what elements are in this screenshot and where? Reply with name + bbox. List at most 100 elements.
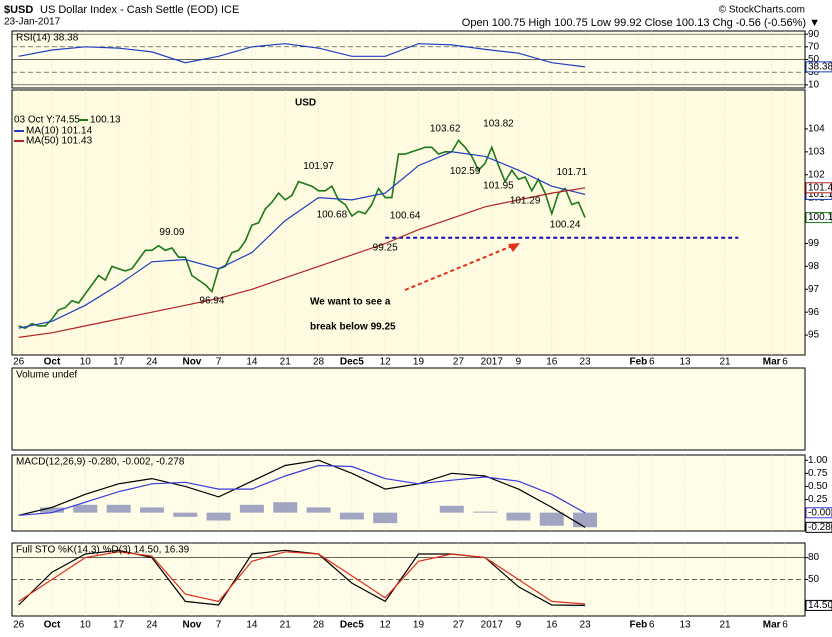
value-tag-label: 14.50 [808, 600, 832, 611]
x-tick-label: 21 [719, 357, 731, 368]
histogram-bar [39, 507, 64, 513]
x-tick-label: 13 [679, 620, 691, 631]
y-tick-label: 99 [808, 238, 820, 249]
panel [11, 454, 806, 532]
y-tick-label: 50 [808, 574, 820, 585]
value-tag [805, 521, 832, 533]
x-tick-label: 9 [516, 620, 522, 631]
panel-label: RSI(14) 38.38 [16, 33, 79, 44]
histogram-bar [306, 507, 331, 513]
x-tick-label: 14 [246, 620, 258, 631]
x-tick-label: 2017 [481, 620, 504, 631]
value-tag-label: -0.002 [808, 507, 832, 518]
price-label: 100.24 [550, 220, 581, 231]
x-tick-label: 10 [80, 357, 92, 368]
x-tick-label: 6 [649, 620, 655, 631]
value-tag [805, 599, 832, 611]
price-label: 101.71 [556, 167, 587, 178]
value-tag-label: 100.1 [808, 212, 832, 223]
value-tag-label: -0.280 [808, 522, 832, 533]
y-tick-label: 103 [808, 146, 825, 157]
x-tick-label: Mar [763, 357, 781, 368]
y-tick-label: 0.50 [808, 481, 828, 492]
x-tick-label: 21 [719, 620, 731, 631]
value-tag-label: 101.4 [808, 182, 832, 193]
histogram-bar [473, 511, 498, 513]
legend-label: MA(10) 101.14 [26, 126, 93, 137]
value-tag [805, 61, 832, 73]
x-tick-label: 17 [113, 357, 125, 368]
date: 23-Jan-2017 [4, 17, 61, 28]
panel [11, 89, 806, 356]
histogram-bar [506, 512, 531, 521]
y-tick-label: 102 [808, 169, 825, 180]
x-tick-label: 9 [516, 357, 522, 368]
x-tick-label: 26 [13, 357, 25, 368]
price-label: 100.64 [390, 211, 421, 222]
y-tick-label: 0.75 [808, 468, 828, 479]
x-tick-label: Mar [763, 620, 781, 631]
legend-label: 100.13 [90, 115, 121, 126]
x-tick-label: 28 [313, 620, 325, 631]
panel-label: Full STO %K(14,3) %D(3) 14.50, 16.39 [16, 545, 190, 556]
y-tick-label: 90 [808, 29, 820, 40]
x-tick-label: Feb [630, 357, 648, 368]
x-tick-label: 17 [113, 620, 125, 631]
x-tick-label: 7 [216, 357, 222, 368]
x-tick-label: 21 [280, 357, 292, 368]
x-tick-label: 27 [453, 620, 465, 631]
y-tick-label: 50 [808, 54, 820, 65]
series-line [18, 551, 586, 605]
annotation: We want to see a [310, 297, 391, 308]
histogram-bar [239, 504, 264, 513]
series-line [18, 464, 586, 516]
histogram-bar [206, 512, 231, 521]
histogram-bar [373, 512, 398, 524]
value-tag [805, 212, 832, 224]
legend-label: MA(50) 101.43 [26, 136, 93, 147]
panel-label: MACD(12,26,9) -0.280, -0.002, -0.278 [16, 457, 185, 468]
x-tick-label: 12 [380, 620, 392, 631]
x-tick-label: 2017 [481, 357, 504, 368]
x-tick-label: 24 [146, 357, 158, 368]
series-line [18, 549, 586, 606]
histogram-bar [539, 512, 564, 526]
y-tick-label: 70 [808, 41, 820, 52]
symbol: $USD [4, 4, 33, 16]
x-tick-label: 16 [546, 357, 558, 368]
x-tick-label: Nov [182, 620, 201, 631]
series-line [18, 187, 586, 338]
price-label: 101.97 [303, 161, 334, 172]
histogram-bar [273, 502, 298, 513]
y-tick-label: 96 [808, 307, 820, 318]
value-tag-label: 101.1 [808, 189, 832, 200]
x-tick-label: 27 [453, 357, 465, 368]
x-tick-label: 7 [216, 620, 222, 631]
price-label: 103.82 [483, 119, 514, 130]
value-tag [805, 182, 832, 194]
histogram-bar [173, 512, 198, 517]
histogram-bar [73, 504, 98, 513]
x-tick-label: 26 [13, 620, 25, 631]
volume-label: Volume undef [16, 370, 77, 381]
legend-header: 03 Oct Y:74.55 [14, 115, 80, 126]
histogram-bar [139, 507, 164, 513]
x-tick-label: 19 [413, 620, 425, 631]
x-tick-label: Dec5 [340, 357, 364, 368]
y-tick-label: 1.00 [808, 455, 828, 466]
x-tick-label: Nov [182, 357, 201, 368]
chart-title: USD [295, 98, 316, 109]
arrow-head [508, 243, 520, 252]
x-tick-label: 12 [380, 357, 392, 368]
x-tick-label: 16 [546, 620, 558, 631]
series-line [18, 151, 586, 329]
price-label: 96.94 [199, 295, 224, 306]
histogram-bar [339, 512, 364, 520]
volume-panel [11, 367, 806, 451]
instrument-name: US Dollar Index - Cash Settle (EOD) ICE [40, 4, 239, 16]
x-tick-label: 6 [782, 357, 788, 368]
credit: © StockCharts.com [719, 5, 805, 16]
price-label: 101.95 [483, 181, 514, 192]
arrow [404, 245, 513, 291]
price-label: 103.62 [430, 123, 461, 134]
